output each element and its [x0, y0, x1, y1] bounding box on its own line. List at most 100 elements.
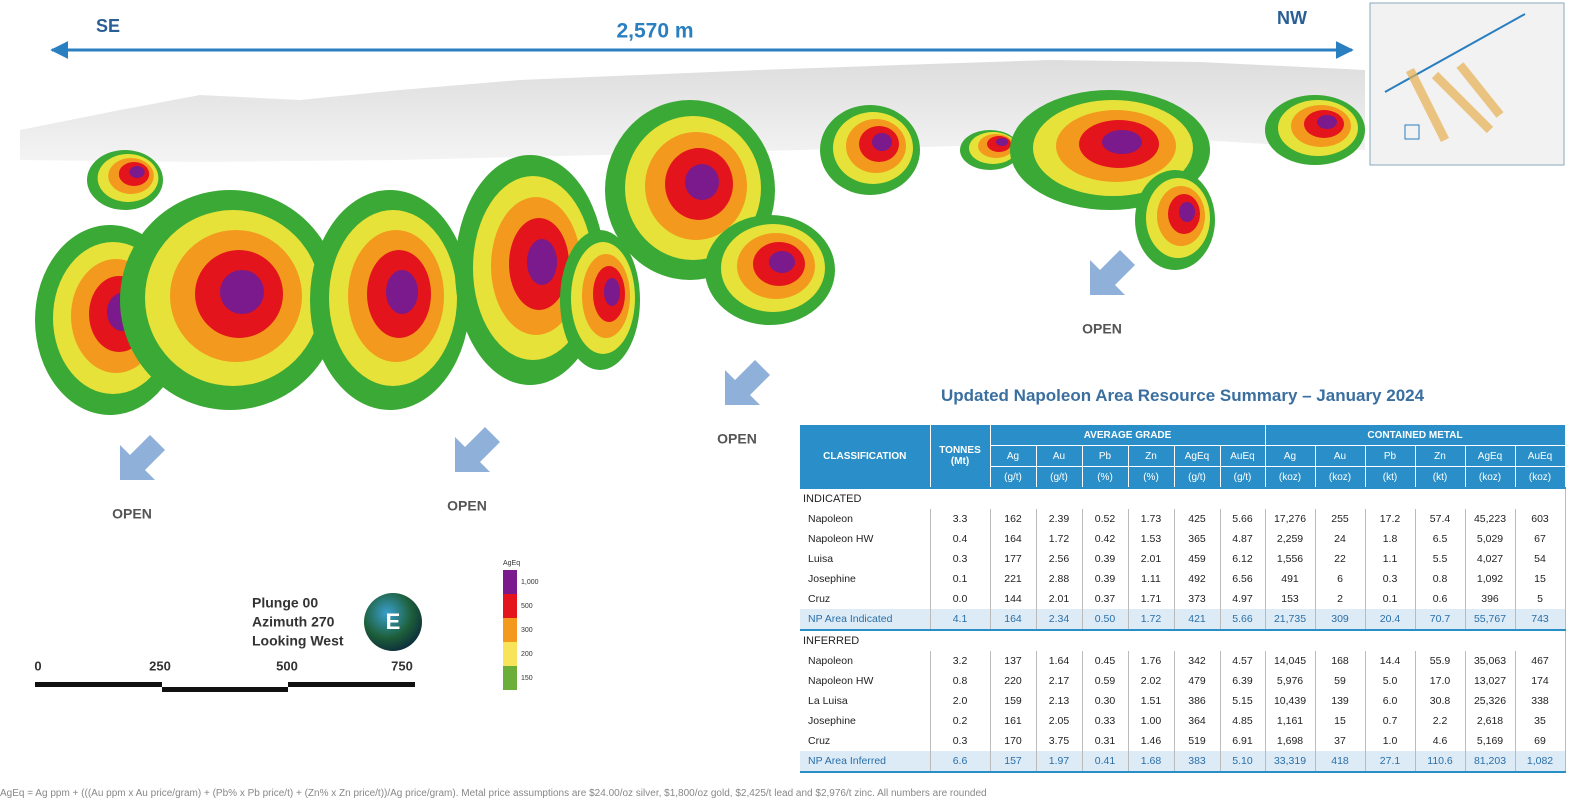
header-text: TONNES: [939, 445, 981, 456]
row-name: Napoleon: [800, 509, 931, 529]
table-cell: 421: [1174, 609, 1221, 631]
row-name: La Luisa: [800, 691, 931, 711]
row-name: NP Area Inferred: [800, 751, 931, 773]
table-cell: 10,439: [1265, 691, 1316, 711]
table-cell: 338: [1515, 691, 1566, 711]
table-cell: 153: [1265, 589, 1316, 609]
table-cell: 15: [1515, 569, 1566, 589]
table-row: Napoleon HW 0.4 164 1.72 0.42 1.53 365 4.87 2,25…: [800, 529, 1566, 549]
table-cell: 159: [990, 691, 1037, 711]
row-name: Napoleon: [800, 651, 931, 671]
table-cell: 2.17: [1036, 671, 1083, 691]
table-cell: 342: [1174, 651, 1221, 671]
section-row: INDICATED: [800, 487, 1566, 509]
table-cell: 220: [990, 671, 1037, 691]
table-cell: 1,556: [1265, 549, 1316, 569]
table-cell: 1.71: [1128, 589, 1175, 609]
table-cell: 2.0: [930, 691, 991, 711]
column-header: AuEq: [1220, 445, 1266, 467]
table-cell: 0.30: [1082, 691, 1129, 711]
view-label: Looking West: [252, 633, 344, 649]
table-cell: 221: [990, 569, 1037, 589]
table-cell: 177: [990, 549, 1037, 569]
column-header: AgEq: [1174, 445, 1221, 467]
table-row: La Luisa 2.0 159 2.13 0.30 1.51 386 5.15 10,439 1…: [800, 691, 1566, 711]
se-label: SE: [96, 16, 120, 36]
table-cell: 0.50: [1082, 609, 1129, 631]
table-cell: 373: [1174, 589, 1221, 609]
table-cell: 24: [1315, 529, 1366, 549]
table-cell: 137: [990, 651, 1037, 671]
scale-bar: [35, 682, 162, 687]
table-cell: 6.5: [1415, 529, 1466, 549]
open-label: OPEN: [112, 506, 152, 522]
table-cell: 33,319: [1265, 751, 1316, 773]
table-cell: 4,027: [1465, 549, 1516, 569]
table-cell: 1.8: [1365, 529, 1416, 549]
table-row: Cruz 0.0 144 2.01 0.37 1.71 373 4.97 153 2 0.1 0.6 3…: [800, 589, 1566, 609]
table-cell: 144: [990, 589, 1037, 609]
table-cell: 25,326: [1465, 691, 1516, 711]
table-cell: 54: [1515, 549, 1566, 569]
grade-shell: [769, 251, 795, 273]
row-name: Cruz: [800, 589, 931, 609]
open-arrow: [120, 435, 165, 480]
table-row: NP Area Indicated 4.1 164 2.34 0.50 1.72 421 5.…: [800, 609, 1566, 631]
table-cell: 69: [1515, 731, 1566, 751]
row-name: Napoleon HW: [800, 671, 931, 691]
table-cell: 479: [1174, 671, 1221, 691]
table-cell: 5.66: [1220, 509, 1266, 529]
table-cell: 55.9: [1415, 651, 1466, 671]
table-row: Cruz 0.3 170 3.75 0.31 1.46 519 6.91 1,698 37 1.0 4…: [800, 731, 1566, 751]
inset-map: [1369, 2, 1565, 166]
table-cell: 27.1: [1365, 751, 1416, 773]
table-cell: 3.2: [930, 651, 991, 671]
table-cell: 1.46: [1128, 731, 1175, 751]
table-cell: 15: [1315, 711, 1366, 731]
unit-header: (koz): [1515, 466, 1566, 489]
column-header: Pb: [1082, 445, 1129, 467]
table-cell: 57.4: [1415, 509, 1466, 529]
table-cell: 1,082: [1515, 751, 1566, 773]
table-cell: 5.66: [1220, 609, 1266, 631]
table-cell: 0.37: [1082, 589, 1129, 609]
inset-vein: [1456, 62, 1504, 118]
scale-label: 500: [276, 658, 298, 673]
row-name: NP Area Indicated: [800, 609, 931, 631]
scale-label: 0: [34, 658, 41, 673]
table-cell: 5.5: [1415, 549, 1466, 569]
column-header: Au: [1036, 445, 1083, 467]
table-cell: 55,767: [1465, 609, 1516, 631]
table-cell: 17.0: [1415, 671, 1466, 691]
header-cell: CLASSIFICATION: [800, 425, 931, 489]
table-cell: 0.3: [930, 549, 991, 569]
table-cell: 0.39: [1082, 569, 1129, 589]
table-cell: 0.6: [1415, 589, 1466, 609]
open-label: OPEN: [447, 498, 487, 514]
table-cell: 1,161: [1265, 711, 1316, 731]
table-row: Napoleon HW 0.8 220 2.17 0.59 2.02 479 6.39 5,97…: [800, 671, 1566, 691]
table-cell: 1.11: [1128, 569, 1175, 589]
table-cell: 491: [1265, 569, 1316, 589]
row-name: Napoleon HW: [800, 529, 931, 549]
table-cell: 0.3: [930, 731, 991, 751]
table-cell: 3.75: [1036, 731, 1083, 751]
open-arrow: [725, 360, 770, 405]
table-cell: 0.39: [1082, 549, 1129, 569]
table-cell: 2: [1315, 589, 1366, 609]
table-cell: 1.1: [1365, 549, 1416, 569]
legend-label: 1,000: [521, 579, 539, 586]
table-cell: 0.7: [1365, 711, 1416, 731]
grade-shell: [996, 138, 1008, 146]
table-cell: 164: [990, 609, 1037, 631]
legend-title: AgEq: [503, 560, 520, 567]
table-cell: 81,203: [1465, 751, 1516, 773]
legend-label: 150: [521, 675, 533, 682]
table-cell: 603: [1515, 509, 1566, 529]
table-cell: 467: [1515, 651, 1566, 671]
view-label: Plunge 00: [252, 595, 318, 611]
column-header: Zn: [1128, 445, 1175, 467]
unit-header: (g/t): [1174, 466, 1221, 489]
length-label: 2,570 m: [616, 20, 693, 43]
